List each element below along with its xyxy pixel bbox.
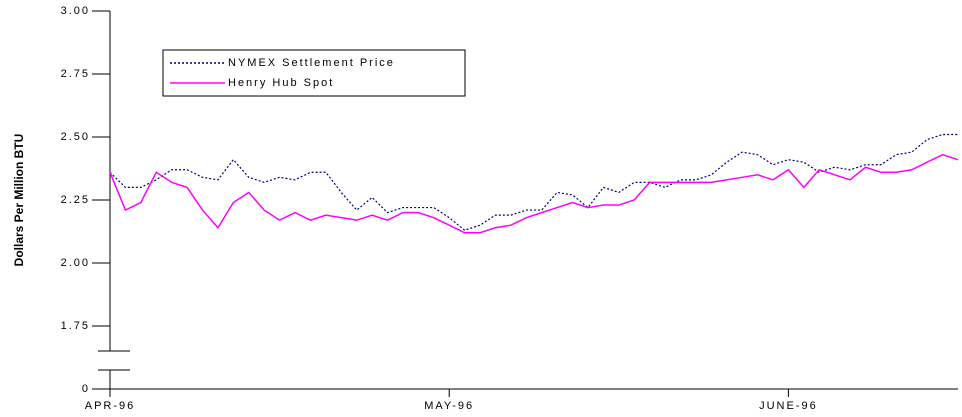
y-tick-label: 3.00 [61,5,90,17]
series-line [109,153,959,234]
legend-label: NYMEX Settlement Price [228,57,395,69]
legend-label: Henry Hub Spot [228,77,334,89]
y-tick-label: 1.75 [61,320,90,332]
x-tick-label: MAY-96 [424,400,474,412]
x-tick-label: JUNE-96 [759,400,818,412]
series-line [109,133,958,231]
y-tick-label: 2.50 [61,131,90,143]
x-tick-label: APR-96 [85,400,136,412]
y-tick-label: 2.25 [61,194,90,206]
y-tick-label: 2.75 [61,68,90,80]
y-tick-label: 0 [82,383,90,395]
y-axis-label: Dollars Per Million BTU [12,134,26,267]
legend-box [162,49,466,97]
y-tick-label: 2.00 [61,257,90,269]
